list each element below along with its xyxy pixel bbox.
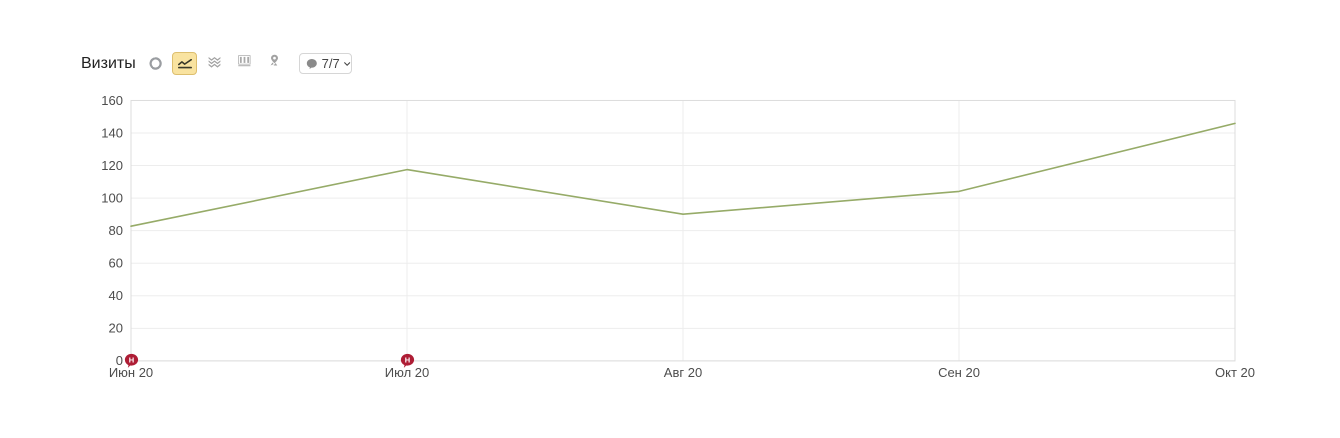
- svg-text:60: 60: [109, 256, 123, 271]
- svg-text:Сен 20: Сен 20: [938, 365, 980, 380]
- svg-text:Окт 20: Окт 20: [1215, 365, 1255, 380]
- svg-text:120: 120: [101, 158, 123, 173]
- svg-text:80: 80: [109, 223, 123, 238]
- svg-text:160: 160: [101, 93, 123, 108]
- svg-text:Н: Н: [129, 356, 134, 365]
- svg-text:100: 100: [101, 191, 123, 206]
- svg-text:Н: Н: [405, 356, 410, 365]
- svg-text:20: 20: [109, 321, 123, 336]
- svg-text:Июн 20: Июн 20: [109, 365, 153, 380]
- svg-text:Авг 20: Авг 20: [664, 365, 702, 380]
- svg-text:140: 140: [101, 126, 123, 141]
- svg-text:40: 40: [109, 288, 123, 303]
- svg-text:Июл 20: Июл 20: [385, 365, 429, 380]
